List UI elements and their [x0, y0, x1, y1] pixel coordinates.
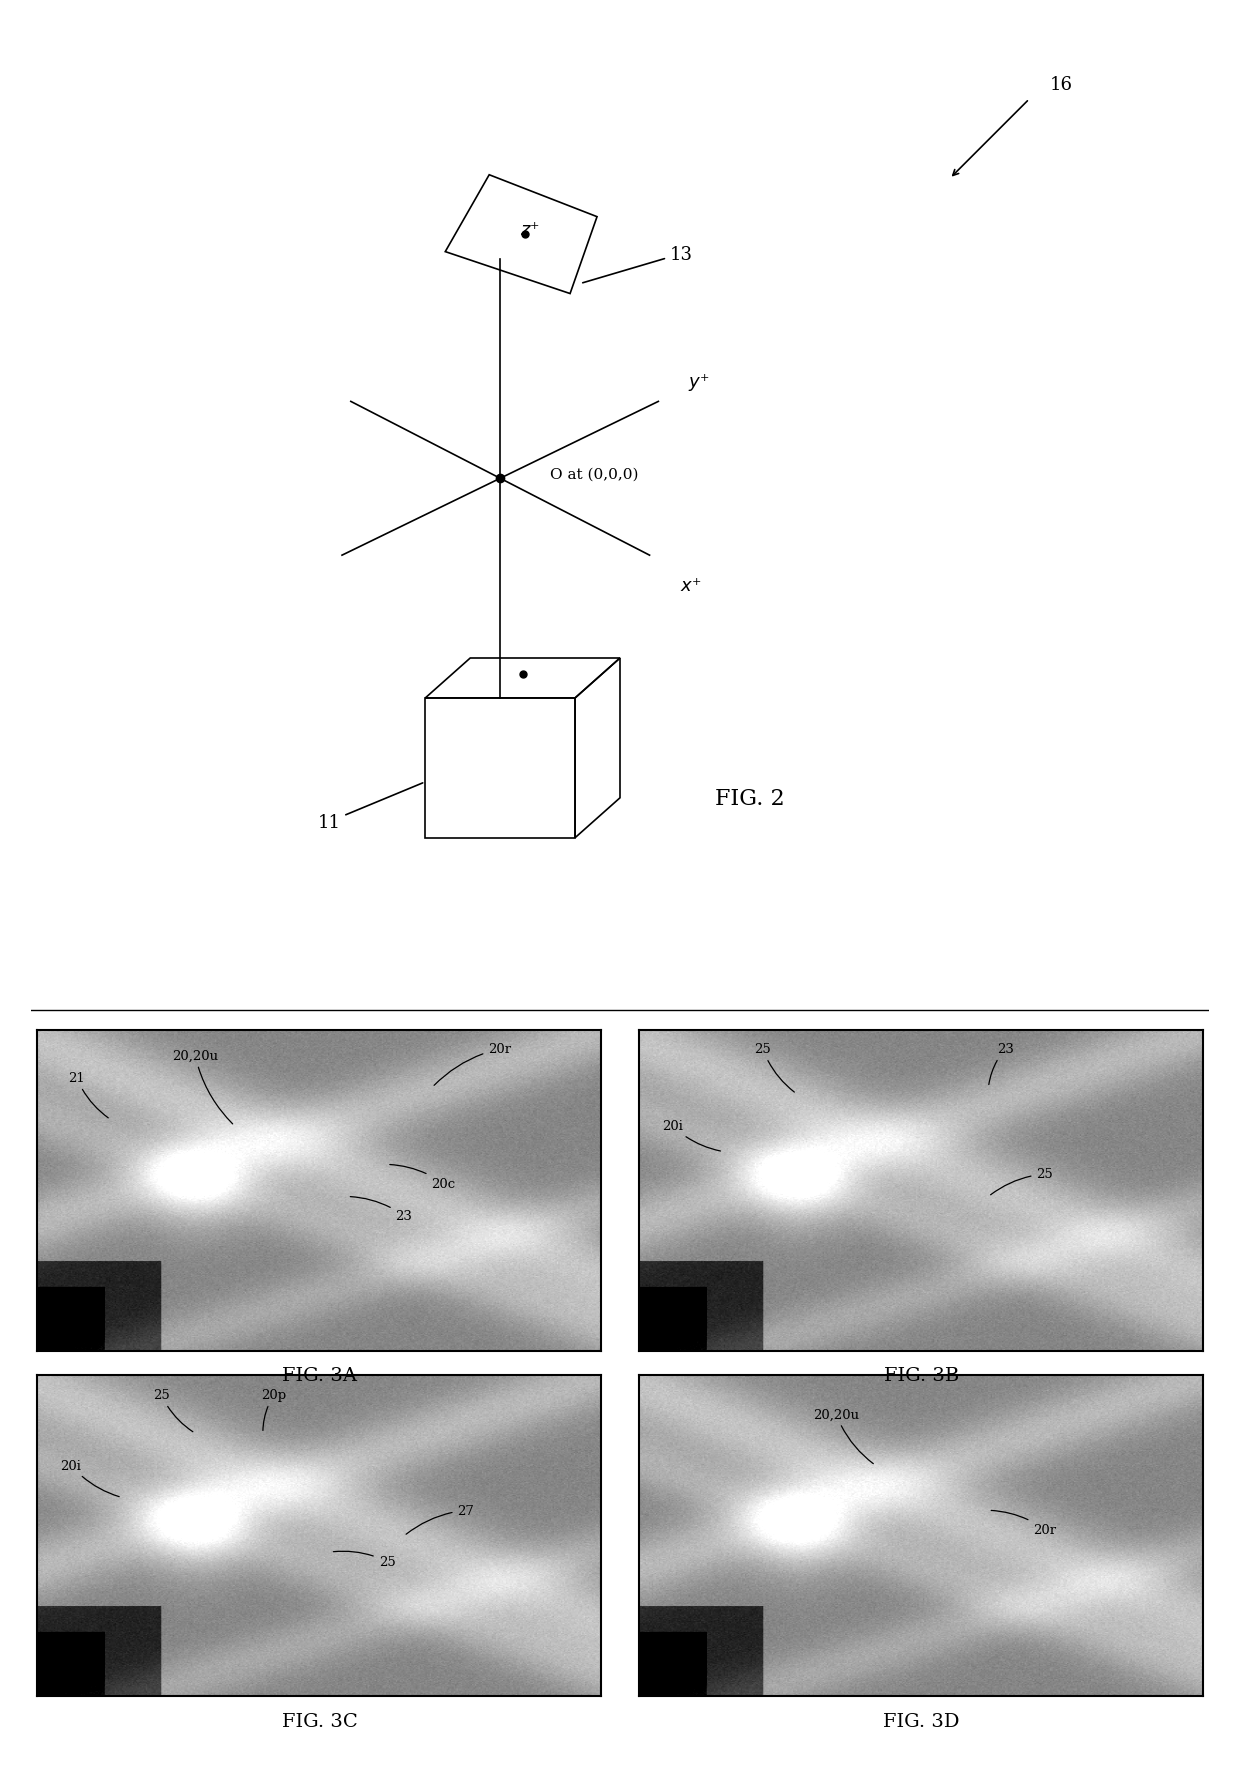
Text: FIG. 3D: FIG. 3D — [883, 1713, 960, 1730]
Text: O at (0,0,0): O at (0,0,0) — [551, 467, 639, 481]
Text: 25: 25 — [334, 1552, 396, 1568]
Text: 25: 25 — [153, 1388, 193, 1433]
Text: 20,20u: 20,20u — [813, 1408, 873, 1463]
Text: 20c: 20c — [389, 1165, 455, 1190]
Text: 16: 16 — [1049, 77, 1073, 94]
Text: 20r: 20r — [991, 1511, 1056, 1536]
Text: 25: 25 — [991, 1167, 1053, 1196]
Text: 20i: 20i — [61, 1459, 119, 1497]
Text: FIG. 3A: FIG. 3A — [283, 1367, 357, 1385]
Text: 20p: 20p — [262, 1388, 286, 1431]
Text: FIG. 3C: FIG. 3C — [281, 1713, 358, 1730]
Text: 20i: 20i — [662, 1119, 720, 1151]
Text: FIG. 2: FIG. 2 — [715, 788, 785, 809]
Text: $y⁺$: $y⁺$ — [688, 372, 709, 392]
Text: 23: 23 — [350, 1198, 413, 1222]
Text: 13: 13 — [583, 246, 693, 283]
Text: $x⁺$: $x⁺$ — [680, 577, 701, 595]
Text: 20r: 20r — [434, 1042, 511, 1085]
Text: 20,20u: 20,20u — [172, 1050, 233, 1124]
Text: 25: 25 — [754, 1042, 795, 1092]
Text: 21: 21 — [68, 1071, 108, 1119]
Text: 11: 11 — [317, 784, 423, 830]
Text: FIG. 3B: FIG. 3B — [884, 1367, 959, 1385]
Text: $z⁺$: $z⁺$ — [520, 221, 539, 239]
Text: 27: 27 — [407, 1504, 475, 1534]
Text: 23: 23 — [988, 1042, 1014, 1085]
